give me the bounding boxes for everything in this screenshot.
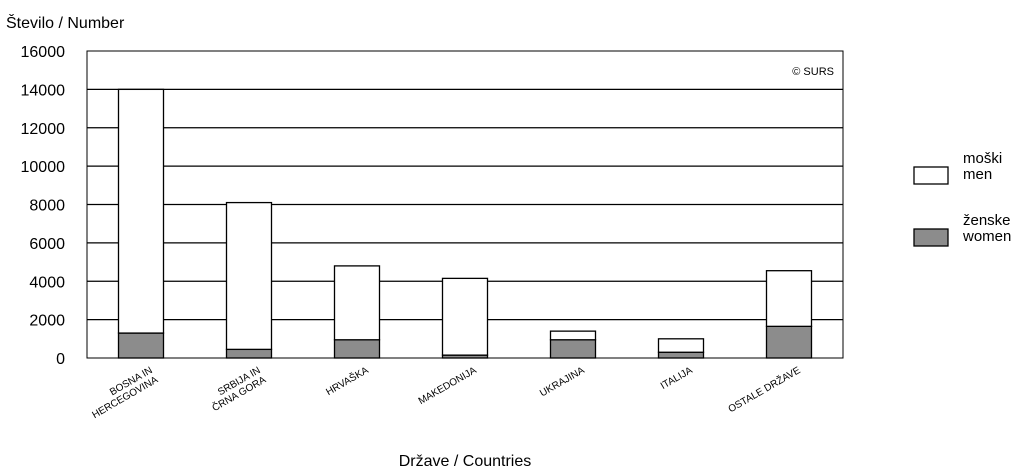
bar-segment-women: [225, 348, 273, 359]
bar-segment-men: [117, 88, 165, 334]
x-category-label: HRVAŠKA: [323, 363, 370, 398]
watermark: © SURS: [792, 66, 834, 78]
x-category-label: SRBIJA INČRNA GORA: [205, 365, 268, 414]
bar-segment-women: [549, 339, 597, 359]
x-category-label: OSTALE DRŽAVE: [726, 363, 803, 415]
y-tick-label: 4000: [29, 274, 65, 291]
y-axis-title: Število / Number: [6, 13, 125, 32]
bar-segment-women: [657, 351, 705, 359]
y-tick-label: 0: [56, 351, 65, 368]
legend-swatch-men: [913, 166, 949, 185]
x-category-label: ITALIJA: [659, 365, 695, 392]
bar-segment-women: [765, 325, 813, 359]
bar-segment-men: [657, 338, 705, 353]
y-tick-label: 12000: [21, 121, 66, 138]
y-tick-label: 16000: [21, 44, 66, 61]
bar-segment-men: [765, 270, 813, 327]
y-tick-label: 10000: [21, 159, 66, 176]
bar-segment-women: [333, 339, 381, 359]
bar-segment-men: [441, 277, 489, 356]
gridlines: [87, 88, 843, 321]
y-tick-label: 8000: [29, 198, 65, 215]
x-category-labels: BOSNA INHERCEGOVINA SRBIJA INČRNA GORA HRV…: [85, 363, 803, 421]
x-category-label: UKRAJINA: [538, 365, 587, 399]
y-tick-labels: 0 2000 4000 6000 8000 10000 12000 14000 16000: [21, 44, 66, 368]
bar-segment-men: [225, 201, 273, 351]
x-category-label: BOSNA INHERCEGOVINA: [85, 365, 160, 421]
x-axis-title: Države / Countries: [399, 453, 532, 470]
y-tick-label: 6000: [29, 236, 65, 253]
legend-label-men: moški men: [963, 150, 1002, 183]
legend: moški men ženske women: [913, 150, 1011, 247]
bars: [117, 88, 813, 359]
bar-segment-men: [549, 330, 597, 341]
legend-swatch-women: [913, 228, 949, 247]
bar-segment-women: [117, 332, 165, 359]
legend-label-women: ženske women: [962, 212, 1011, 245]
y-tick-label: 14000: [21, 82, 66, 99]
bar-segment-men: [333, 265, 381, 341]
y-tick-label: 2000: [29, 313, 65, 330]
x-category-label: MAKEDONIJA: [417, 365, 479, 407]
